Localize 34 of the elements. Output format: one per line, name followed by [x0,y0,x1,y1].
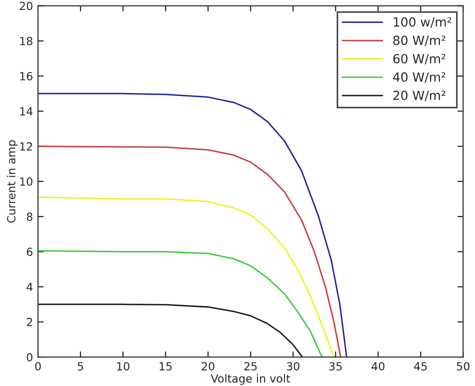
x-axis-title: Voltage in volt [210,374,290,385]
y-axis-title: Current in amp [6,140,18,223]
y-tick-label: 8 [26,212,32,221]
y-tick-label: 4 [26,282,33,292]
x-tick-label: 5 [78,362,84,371]
x-tick-label: 25 [244,362,257,371]
legend-label: 40 W/m² [393,72,446,83]
line-series [38,196,335,358]
y-tick-label: 6 [26,248,32,256]
line-series [38,304,304,358]
line-series [38,146,342,358]
line-series [38,92,348,358]
legend-label: 80 W/m² [393,36,446,46]
x-tick-label: 20 [202,362,214,371]
x-tick-label: 45 [414,362,427,371]
x-tick-label: 10 [117,362,130,371]
x-tick-label: 30 [286,362,300,371]
line-series [38,250,323,358]
y-tick-label: 14 [20,107,33,116]
legend-label: 100 w/m² [394,17,452,28]
y-tick-label: 20 [20,2,32,10]
x-tick-label: 50 [456,362,470,371]
x-tick-label: 40 [372,362,384,371]
y-tick-label: 12 [20,142,32,151]
y-tick-label: 10 [20,177,32,186]
y-tick-label: 2 [26,318,32,326]
x-tick-label: 15 [160,362,172,371]
legend-label: 20 W/m² [393,90,446,102]
legend-label: 60 W/m² [393,54,446,64]
y-tick-label: 18 [20,36,32,46]
x-tick-label: 0 [35,362,41,371]
y-tick-label: 0 [26,353,32,362]
x-tick-label: 35 [329,362,342,371]
y-tick-label: 16 [20,72,32,80]
